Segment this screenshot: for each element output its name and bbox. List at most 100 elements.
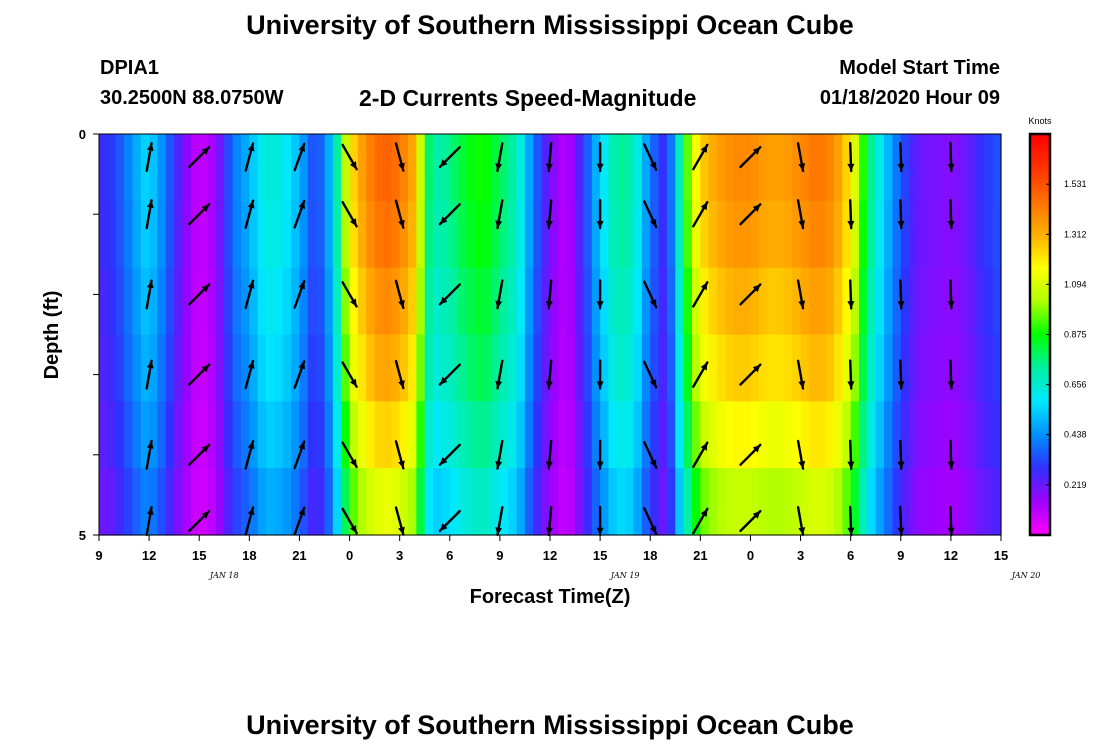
heatmap-cell	[817, 334, 827, 402]
heatmap-cell	[107, 200, 117, 269]
heatmap-cell	[232, 468, 242, 536]
current-vector	[145, 142, 154, 173]
heatmap-cell	[165, 200, 175, 269]
heatmap-cell	[140, 334, 150, 402]
heatmap-cell	[925, 134, 935, 202]
heatmap-cell	[575, 401, 585, 469]
heatmap-cell	[466, 334, 476, 402]
heatmap-cell	[783, 468, 793, 536]
heatmap-cell	[541, 134, 551, 202]
heatmap-cell	[374, 334, 384, 402]
heatmap-cell	[307, 134, 317, 202]
heatmap-cell	[875, 267, 885, 336]
heatmap-cell	[458, 468, 468, 536]
x-tick-label: 12	[543, 548, 557, 563]
heatmap-cell	[508, 334, 518, 402]
heatmap-cell	[99, 468, 108, 536]
heatmap-cell	[324, 468, 334, 536]
heatmap-cell	[449, 200, 459, 269]
heatmap-cell	[967, 267, 977, 336]
heatmap-cell	[842, 468, 852, 536]
heatmap-cell	[725, 468, 735, 536]
heatmap-cell	[658, 468, 668, 536]
heatmap-cell	[700, 468, 710, 536]
heatmap-cell	[474, 334, 484, 402]
heatmap-cell	[224, 468, 234, 536]
heatmap-cell	[324, 200, 334, 269]
heatmap-cell	[750, 401, 760, 469]
x-tick-label: 15	[192, 548, 206, 563]
heatmap-cell	[508, 267, 518, 336]
heatmap-cell	[909, 267, 919, 336]
current-vector	[145, 199, 154, 230]
heatmap-cell	[441, 334, 451, 402]
heatmap-cell	[675, 267, 685, 336]
heatmap-cell	[190, 468, 200, 536]
heatmap-cell	[625, 267, 635, 336]
heatmap-cell	[633, 468, 643, 536]
heatmap-cell	[449, 334, 459, 402]
heatmap-cell	[299, 267, 309, 336]
heatmap-cell	[975, 401, 985, 469]
heatmap-cell	[391, 401, 401, 469]
heatmap-cell	[366, 134, 376, 202]
heatmap-cell	[700, 401, 710, 469]
heatmap-cell	[733, 468, 743, 536]
x-tick-label: 12	[142, 548, 156, 563]
heatmap-cell	[249, 134, 259, 202]
heatmap-cell	[124, 468, 134, 536]
heatmap-cell	[750, 134, 760, 202]
heatmap-cell	[775, 267, 785, 336]
heatmap-cell	[182, 334, 192, 402]
heatmap-cell	[967, 200, 977, 269]
heatmap-cell	[182, 468, 192, 536]
heatmap-cell	[742, 200, 752, 269]
heatmap-cell	[758, 134, 768, 202]
heatmap-cell	[767, 334, 777, 402]
heatmap-cell	[391, 200, 401, 269]
heatmap-cell	[508, 134, 518, 202]
heatmap-cell	[558, 334, 568, 402]
heatmap-cell	[207, 334, 217, 402]
current-vector	[643, 200, 658, 229]
heatmap-cell	[967, 468, 977, 536]
heatmap-cell	[925, 200, 935, 269]
heatmap-cell	[524, 267, 534, 336]
heatmap-cell	[207, 267, 217, 336]
heatmap-cell	[224, 334, 234, 402]
heatmap-cell	[474, 468, 484, 536]
heatmap-cell	[408, 267, 417, 336]
current-vector	[847, 505, 855, 537]
heatmap-cell	[182, 401, 192, 469]
heatmap-cell	[324, 134, 334, 202]
heatmap-cell	[190, 401, 200, 469]
heatmap-cell	[458, 334, 468, 402]
heatmap-cell	[833, 334, 843, 402]
heatmap-cell	[884, 267, 894, 336]
heatmap-cell	[767, 401, 777, 469]
heatmap-cell	[917, 468, 927, 536]
heatmap-cell	[658, 267, 668, 336]
heatmap-cell	[842, 200, 852, 269]
heatmap-cell	[792, 334, 802, 402]
heatmap-cell	[742, 267, 752, 336]
heatmap-cell	[174, 200, 184, 269]
current-vector	[643, 280, 658, 309]
current-vector	[394, 506, 405, 536]
heatmap-cell	[224, 200, 234, 269]
current-vector	[438, 145, 461, 169]
heatmap-cell	[524, 334, 534, 402]
heatmap-cell	[416, 200, 426, 269]
heatmap-cell	[107, 401, 117, 469]
heatmap-cell	[616, 468, 626, 536]
heatmap-cell	[274, 134, 284, 202]
heatmap-cell	[959, 334, 969, 402]
heatmap-cell	[466, 401, 476, 469]
heatmap-cell	[867, 267, 877, 336]
heatmap-cell	[917, 334, 927, 402]
current-vector	[545, 505, 553, 537]
heatmap-cell	[833, 200, 843, 269]
heatmap-cell	[299, 134, 309, 202]
x-tick-label: 0	[747, 548, 754, 563]
heatmap-cell	[708, 334, 718, 402]
